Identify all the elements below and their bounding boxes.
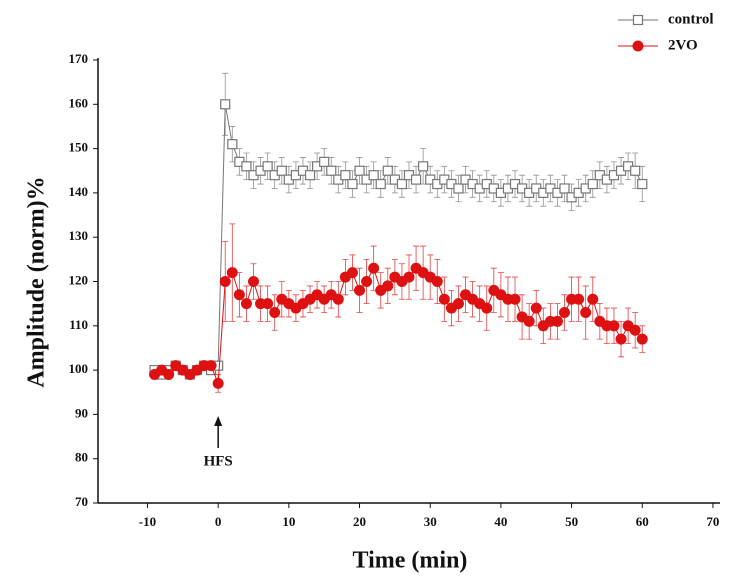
data-point: [346, 267, 358, 279]
data-point: [262, 161, 273, 172]
data-point: [227, 139, 238, 150]
data-point: [354, 284, 366, 296]
data-point: [368, 170, 379, 181]
data-point: [573, 293, 585, 305]
data-point: [615, 333, 627, 345]
x-tick-label: 50: [565, 514, 578, 529]
x-tick-label: 10: [282, 514, 295, 529]
data-point: [382, 165, 393, 176]
y-tick-label: 150: [69, 140, 89, 155]
data-point: [276, 165, 287, 176]
x-tick-label: 40: [494, 514, 507, 529]
y-tick-label: 140: [69, 184, 89, 199]
data-point: [361, 276, 373, 287]
y-axis-label: Amplitude (norm)%: [24, 176, 50, 387]
data-point: [248, 276, 259, 287]
data-point: [304, 170, 316, 181]
y-tick-label: 100: [69, 361, 89, 376]
data-point: [240, 298, 252, 310]
y-tick-label: 90: [75, 405, 88, 420]
data-point: [319, 156, 330, 167]
legend-label: control: [668, 11, 714, 27]
data-point: [410, 174, 422, 185]
y-tick-label: 170: [69, 51, 89, 66]
y-tick-label: 120: [69, 272, 89, 287]
data-point: [403, 271, 415, 283]
x-axis-label: Time (min): [353, 548, 468, 574]
y-tick-label: 130: [69, 228, 89, 243]
data-point: [418, 161, 429, 172]
x-tick-label: 30: [424, 514, 437, 529]
annotation: HFS: [204, 453, 233, 469]
y-tick-label: 110: [69, 317, 88, 332]
data-point: [523, 315, 535, 327]
data-point: [269, 307, 281, 319]
data-point: [452, 298, 464, 310]
data-point: [587, 178, 598, 190]
legend-label: 2VO: [668, 37, 698, 53]
data-point: [608, 320, 620, 332]
data-point: [233, 289, 245, 301]
data-point: [453, 183, 464, 194]
x-tick-label: 70: [706, 514, 719, 529]
y-tick-label: 80: [75, 450, 88, 465]
data-point: [630, 165, 641, 176]
data-point: [530, 302, 542, 314]
legend-marker: [632, 40, 644, 52]
data-point: [559, 183, 570, 194]
data-point: [580, 307, 592, 319]
data-point: [551, 315, 563, 327]
annotation-arrowhead: [214, 416, 223, 426]
data-point: [382, 280, 394, 292]
data-point: [368, 262, 380, 274]
data-point: [396, 178, 408, 190]
y-tick-label: 70: [75, 494, 88, 509]
data-point: [636, 333, 648, 345]
data-point: [226, 267, 238, 279]
x-tick-label: 0: [215, 514, 222, 529]
data-point: [332, 293, 344, 305]
x-tick-label: 20: [353, 514, 366, 529]
data-point: [262, 298, 274, 310]
data-point: [509, 293, 521, 305]
data-point: [587, 293, 599, 305]
data-point: [220, 99, 231, 110]
data-point: [438, 293, 450, 305]
legend-marker: [632, 14, 644, 26]
data-point: [481, 302, 493, 314]
data-point: [241, 161, 252, 172]
data-point: [326, 165, 337, 176]
data-point: [219, 276, 231, 287]
x-tick-label: 60: [636, 514, 649, 529]
data-point: [431, 276, 443, 287]
y-tick-label: 160: [69, 95, 89, 110]
data-point: [354, 165, 365, 176]
data-point: [347, 178, 358, 190]
x-tick-label: -10: [139, 514, 156, 529]
data-point: [375, 178, 386, 190]
data-point: [340, 170, 351, 181]
data-point: [559, 307, 570, 319]
data-point: [205, 360, 217, 372]
data-point: [629, 324, 641, 336]
data-point: [212, 377, 224, 389]
data-point: [163, 369, 175, 381]
data-point: [637, 178, 648, 190]
